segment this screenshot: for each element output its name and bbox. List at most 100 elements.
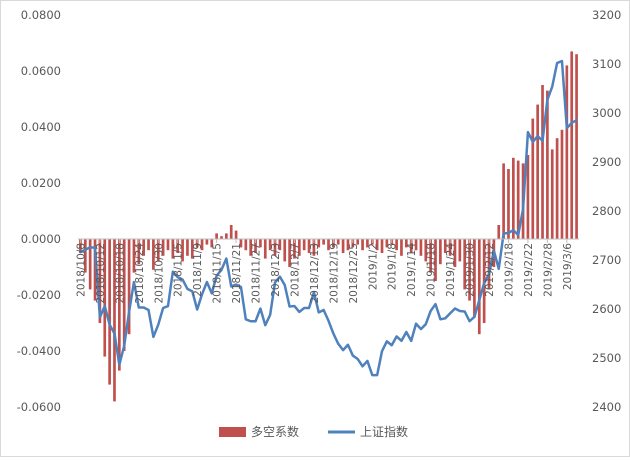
bar-2019/1/22 xyxy=(439,239,442,265)
bar-2019/2/28 xyxy=(546,90,549,239)
bar-2019/2/18 xyxy=(507,169,510,239)
right-y-axis: 3200 3100 3000 2900 2800 2700 2600 2500 2400 xyxy=(592,8,621,414)
bar-2018/12/3 xyxy=(273,239,277,256)
bar-2018/12/12 xyxy=(307,239,311,253)
x-tick-label: 2018/11/21 xyxy=(231,243,243,304)
bar-2019/1/31 xyxy=(473,239,476,318)
x-tick-label: 2019/2/18 xyxy=(503,243,515,297)
bar-2018/12/18 xyxy=(327,239,330,251)
bar-2018/12/27 xyxy=(361,239,364,251)
bar-2018/11/30 xyxy=(268,239,272,251)
right-y-tick-label: 2800 xyxy=(592,204,621,218)
line-shanghai-index xyxy=(79,59,578,377)
bar-2018/11/1 xyxy=(166,239,170,251)
left-y-tick-label: -0.0400 xyxy=(17,344,61,358)
x-tick-label: 2018/10/12 xyxy=(95,243,107,304)
bar-2019/1/23 xyxy=(443,239,447,253)
bar-2019/1/28 xyxy=(458,239,462,262)
x-tick-label: 2019/2/22 xyxy=(523,243,535,297)
x-tick-label: 2018/10/8 xyxy=(75,243,87,297)
bar-2018/12/14 xyxy=(317,239,321,248)
bar-2019/1/11 xyxy=(404,239,408,248)
bar-2019/1/16 xyxy=(419,239,423,256)
bar-2018/11/22 xyxy=(239,239,243,248)
bar-2019/2/26 xyxy=(536,104,539,239)
bar-2018/10/25 xyxy=(142,239,146,256)
x-tick-label: 2018/11/9 xyxy=(192,243,204,297)
bar-2018/11/7 xyxy=(186,239,189,256)
left-y-tick-label: -0.0200 xyxy=(17,288,61,302)
left-y-tick-label: 0.0400 xyxy=(21,120,61,134)
bar-2019/2/27 xyxy=(541,85,544,239)
bar-2019/2/20 xyxy=(516,160,520,239)
bar-2019/1/3 xyxy=(375,239,379,251)
bar-2018/10/15 xyxy=(103,239,107,357)
bar-2018/12/20 xyxy=(336,239,340,245)
bar-2019/2/19 xyxy=(512,157,515,239)
bar-2018/10/10 xyxy=(88,239,92,290)
x-tick-label: 2018/10/24 xyxy=(134,243,146,304)
bar-2018/10/17 xyxy=(113,239,116,402)
x-tick-label: 2018/12/19 xyxy=(328,243,340,304)
x-tick-label: 2018/12/7 xyxy=(289,243,301,297)
x-tick-label: 2019/1/14 xyxy=(406,243,418,297)
bar-2018/10/18 xyxy=(118,239,121,371)
x-tick-label: 2019/1/30 xyxy=(465,243,477,297)
x-tick-label: 2019/1/18 xyxy=(426,243,438,297)
legend: 多空系数 上证指数 xyxy=(219,424,408,439)
bar-2019/1/14 xyxy=(409,239,413,253)
bar-2018/12/24 xyxy=(346,239,350,251)
bar-2019/1/24 xyxy=(448,239,452,256)
bar-2018/11/5 xyxy=(176,239,180,253)
bar-2018/10/26 xyxy=(147,239,150,251)
right-y-tick-label: 3000 xyxy=(592,106,621,120)
line-series-layer xyxy=(79,59,578,377)
bar-2019/1/9 xyxy=(395,239,398,251)
left-y-tick-label: 0.0200 xyxy=(21,176,61,190)
bar-2018/11/16 xyxy=(220,236,223,239)
bar-2018/10/30 xyxy=(156,239,160,262)
bar-2018/11/26 xyxy=(249,239,253,256)
bar-2018/12/13 xyxy=(312,239,316,256)
x-tick-label: 2018/10/30 xyxy=(153,243,165,304)
x-tick-label: 2018/11/15 xyxy=(212,243,224,304)
x-tick-label: 2018/12/25 xyxy=(348,243,360,304)
bar-2018/12/6 xyxy=(288,239,291,267)
bar-2019/1/10 xyxy=(400,239,403,256)
bar-2018/11/20 xyxy=(229,225,233,239)
bar-2018/12/10 xyxy=(297,239,301,256)
left-y-tick-label: 0.0800 xyxy=(21,8,61,22)
right-y-tick-label: 2700 xyxy=(592,253,621,267)
bar-2018/10/11 xyxy=(93,239,97,301)
bar-2018/11/2 xyxy=(171,239,175,259)
bar-2018/12/21 xyxy=(341,239,345,253)
x-tick-label: 2018/11/27 xyxy=(251,243,263,304)
bar-2018/10/16 xyxy=(108,239,111,385)
bar-2018/11/19 xyxy=(225,233,228,239)
left-y-tick-label: 0.0000 xyxy=(21,232,61,246)
bar-2018/11/27 xyxy=(254,239,257,253)
bar-2018/10/22 xyxy=(127,239,131,335)
bar-2019/3/6 xyxy=(565,65,569,240)
bar-2019/3/7 xyxy=(570,51,574,240)
bar-2018/12/25 xyxy=(351,239,355,248)
bar-2018/11/21 xyxy=(234,230,238,239)
bar-2019/1/29 xyxy=(463,239,467,290)
bar-2019/2/15 xyxy=(502,163,505,239)
bar-2019/1/7 xyxy=(385,239,389,248)
bar-2019/1/21 xyxy=(434,239,437,281)
x-tick-label: 2018/12/3 xyxy=(270,243,282,297)
left-y-tick-label: 0.0600 xyxy=(21,64,61,78)
bar-2018/10/23 xyxy=(132,239,136,273)
bar-2018/11/15 xyxy=(215,233,218,239)
bar-2018/12/4 xyxy=(278,239,282,251)
bar-2019/2/22 xyxy=(526,155,530,239)
bar-2019/3/8 xyxy=(575,54,578,240)
right-y-tick-label: 2600 xyxy=(592,302,621,316)
x-tick-label: 2019/1/24 xyxy=(445,243,457,297)
bar-series-layer xyxy=(79,51,578,402)
x-tick-label: 2019/1/2 xyxy=(367,243,379,290)
bar-2019/1/25 xyxy=(453,239,457,267)
bar-2019/2/25 xyxy=(531,118,535,239)
